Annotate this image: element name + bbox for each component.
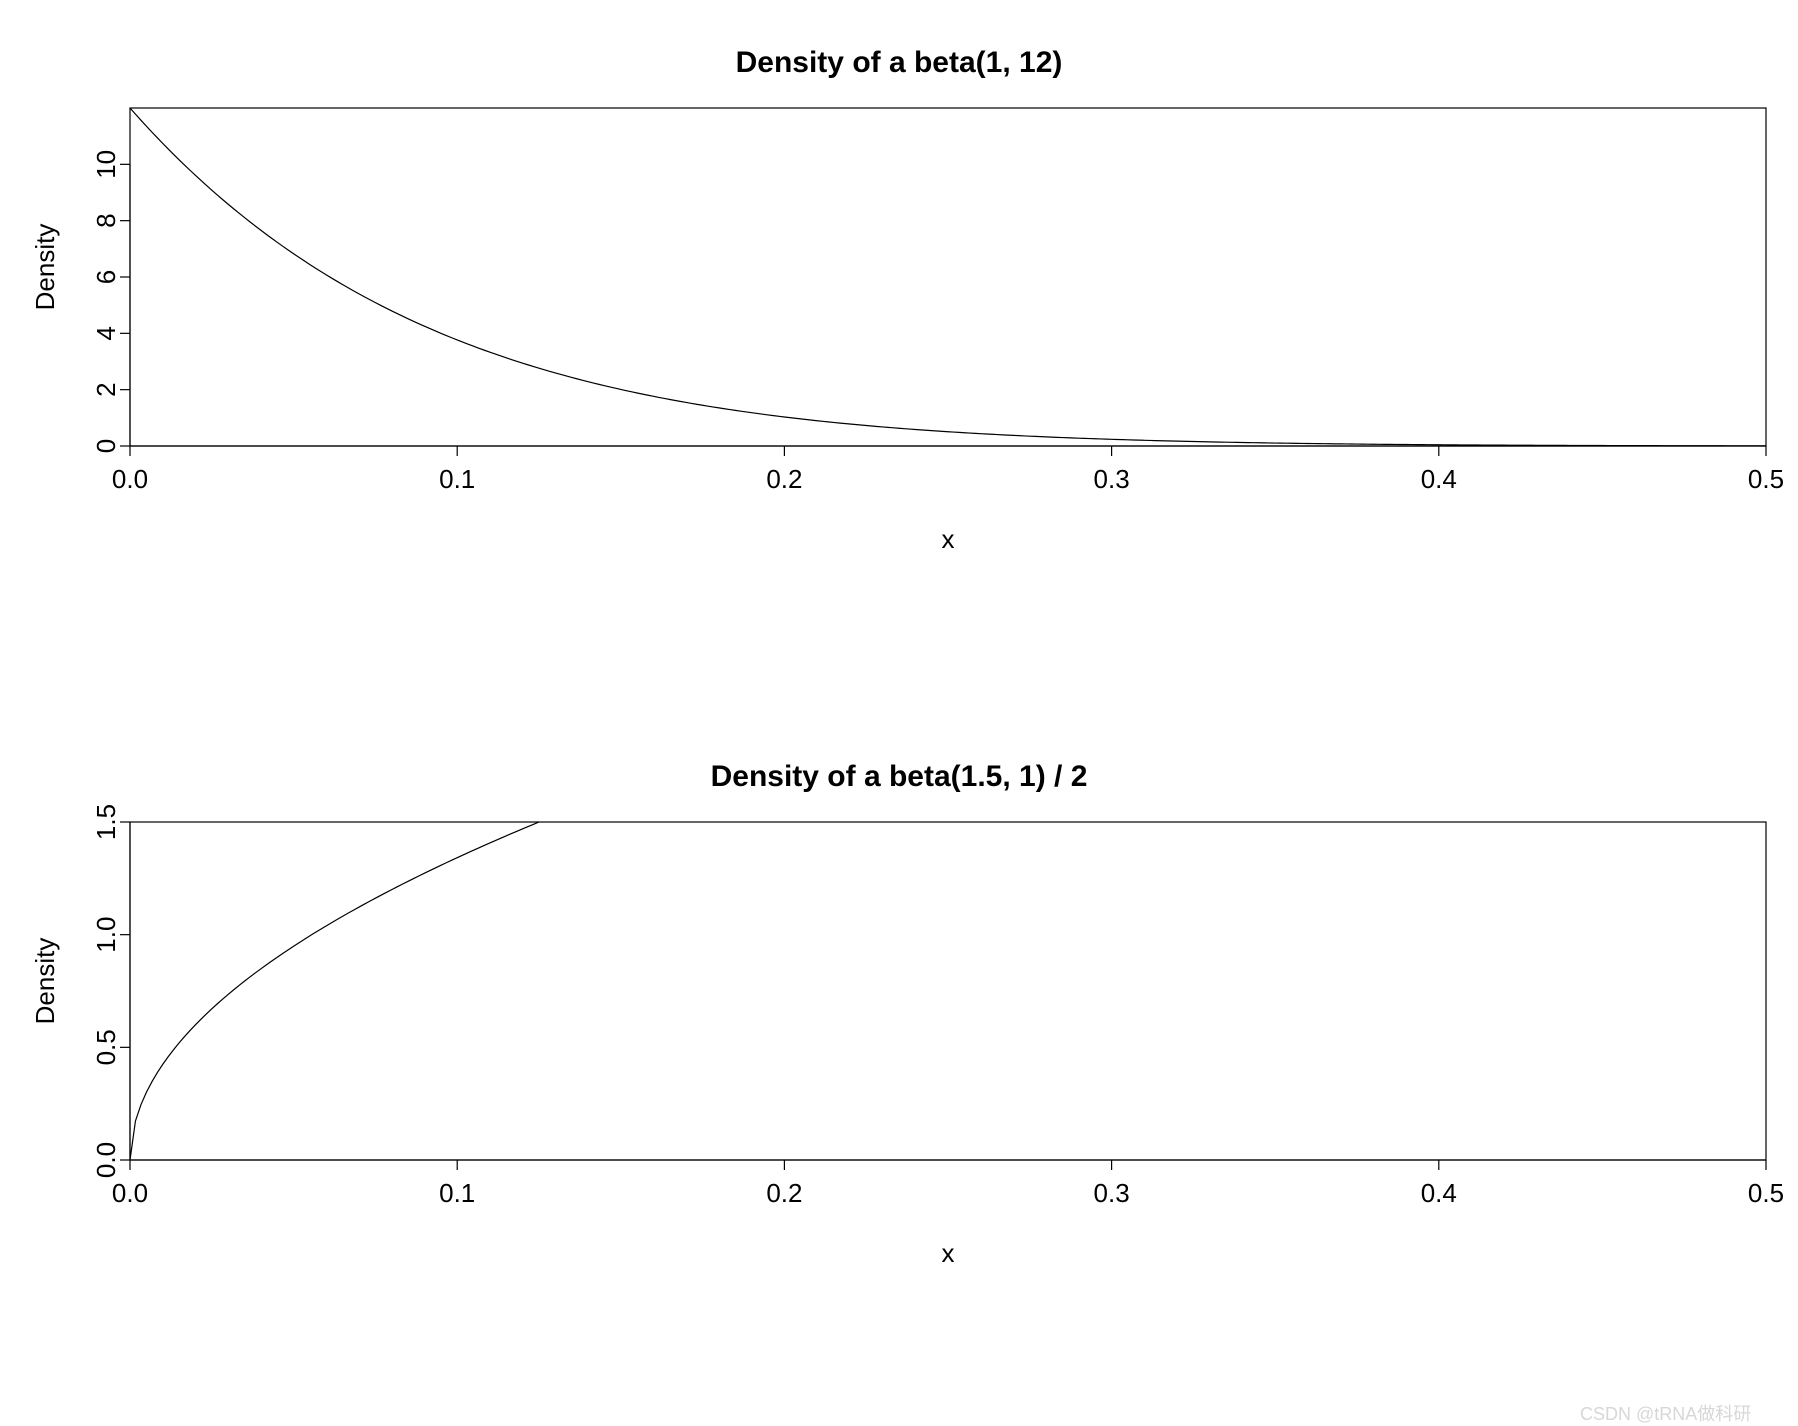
watermark: CSDN @tRNA做科研 bbox=[1580, 1400, 1751, 1426]
y-tick-label: 1.0 bbox=[91, 917, 121, 953]
density-curve bbox=[130, 805, 1766, 1160]
y-tick-label: 1.5 bbox=[91, 804, 121, 840]
y-tick-label: 0.5 bbox=[91, 1029, 121, 1065]
plot-box bbox=[130, 822, 1766, 1160]
bottom-xlabel: x bbox=[130, 1238, 1766, 1269]
x-tick-label: 0.1 bbox=[439, 1178, 475, 1208]
page: Density of a beta(1, 12) 0.00.10.20.30.4… bbox=[0, 0, 1798, 1426]
y-tick-label: 0.0 bbox=[91, 1142, 121, 1178]
panel-bottom: Density of a beta(1.5, 1) / 2 0.00.10.20… bbox=[0, 0, 1798, 1426]
x-tick-label: 0.2 bbox=[766, 1178, 802, 1208]
x-tick-label: 0.5 bbox=[1748, 1178, 1784, 1208]
x-tick-label: 0.3 bbox=[1094, 1178, 1130, 1208]
x-tick-label: 0.4 bbox=[1421, 1178, 1457, 1208]
x-tick-label: 0.0 bbox=[112, 1178, 148, 1208]
bottom-ylabel: Density bbox=[30, 921, 61, 1041]
bottom-chart-svg: 0.0 0.1 0.2 0.3 0.4 0.5 0.0 0.5 1.0 1.5 bbox=[0, 0, 1798, 1280]
